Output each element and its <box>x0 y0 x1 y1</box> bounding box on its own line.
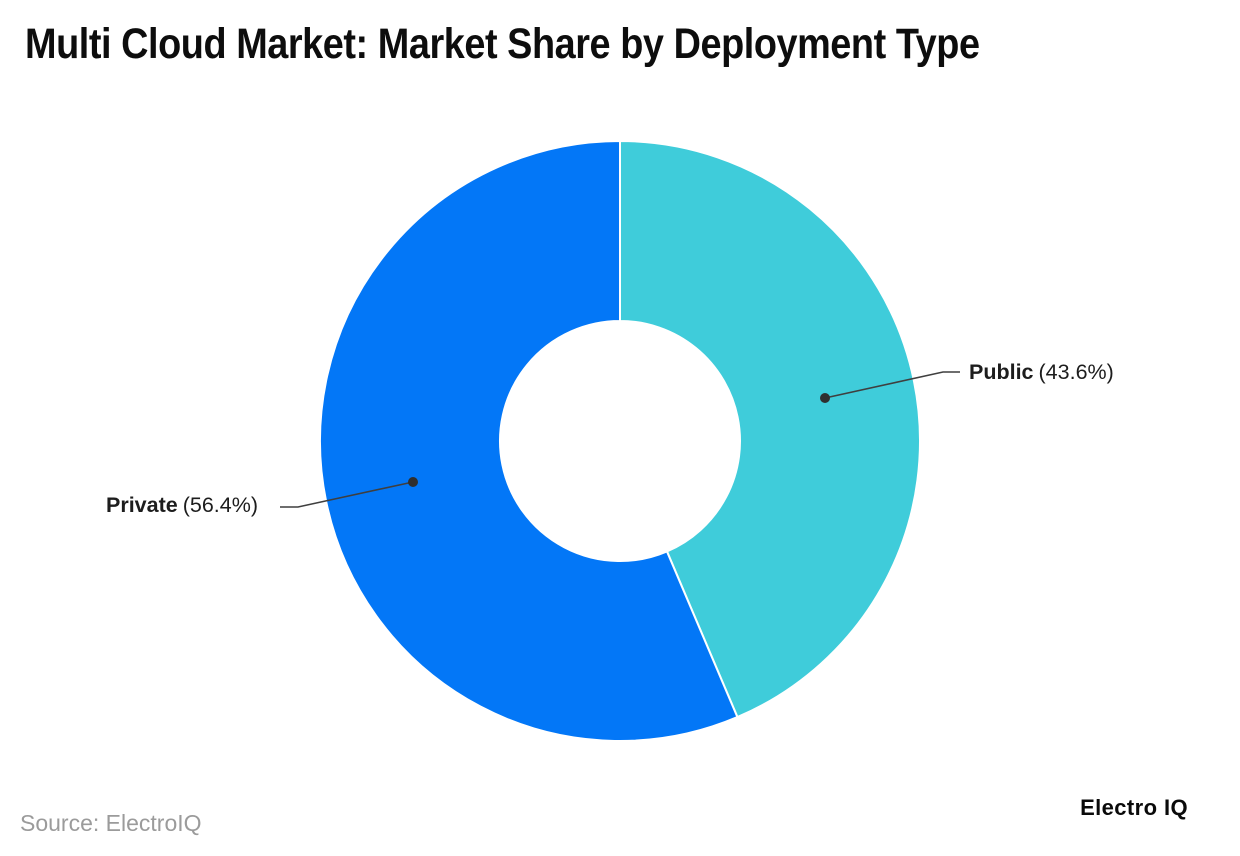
donut-slice-public[interactable] <box>619 139 921 719</box>
leader-line-public <box>824 371 960 399</box>
leader-dot-private <box>408 477 418 487</box>
slice-label-private-name: Private <box>106 493 178 517</box>
leader-dot-public <box>820 393 830 403</box>
donut-slices <box>319 139 921 742</box>
callout-public <box>820 371 960 403</box>
brand-logo: Electro IQ <box>1080 795 1188 820</box>
slice-label-public: Public (43.6%) <box>969 360 1114 385</box>
slice-label-private-pct: (56.4%) <box>182 493 259 517</box>
slice-label-private: Private (56.4%) <box>106 493 258 518</box>
callout-private <box>280 477 418 508</box>
slice-label-public-name: Public <box>969 360 1034 384</box>
chart-title: Multi Cloud Market: Market Share by Depl… <box>25 20 980 68</box>
leader-line-private <box>280 481 414 508</box>
slice-label-public-pct: (43.6%) <box>1038 360 1114 384</box>
donut-slice-private[interactable] <box>319 139 739 742</box>
source-note: Source: ElectroIQ <box>20 810 202 836</box>
